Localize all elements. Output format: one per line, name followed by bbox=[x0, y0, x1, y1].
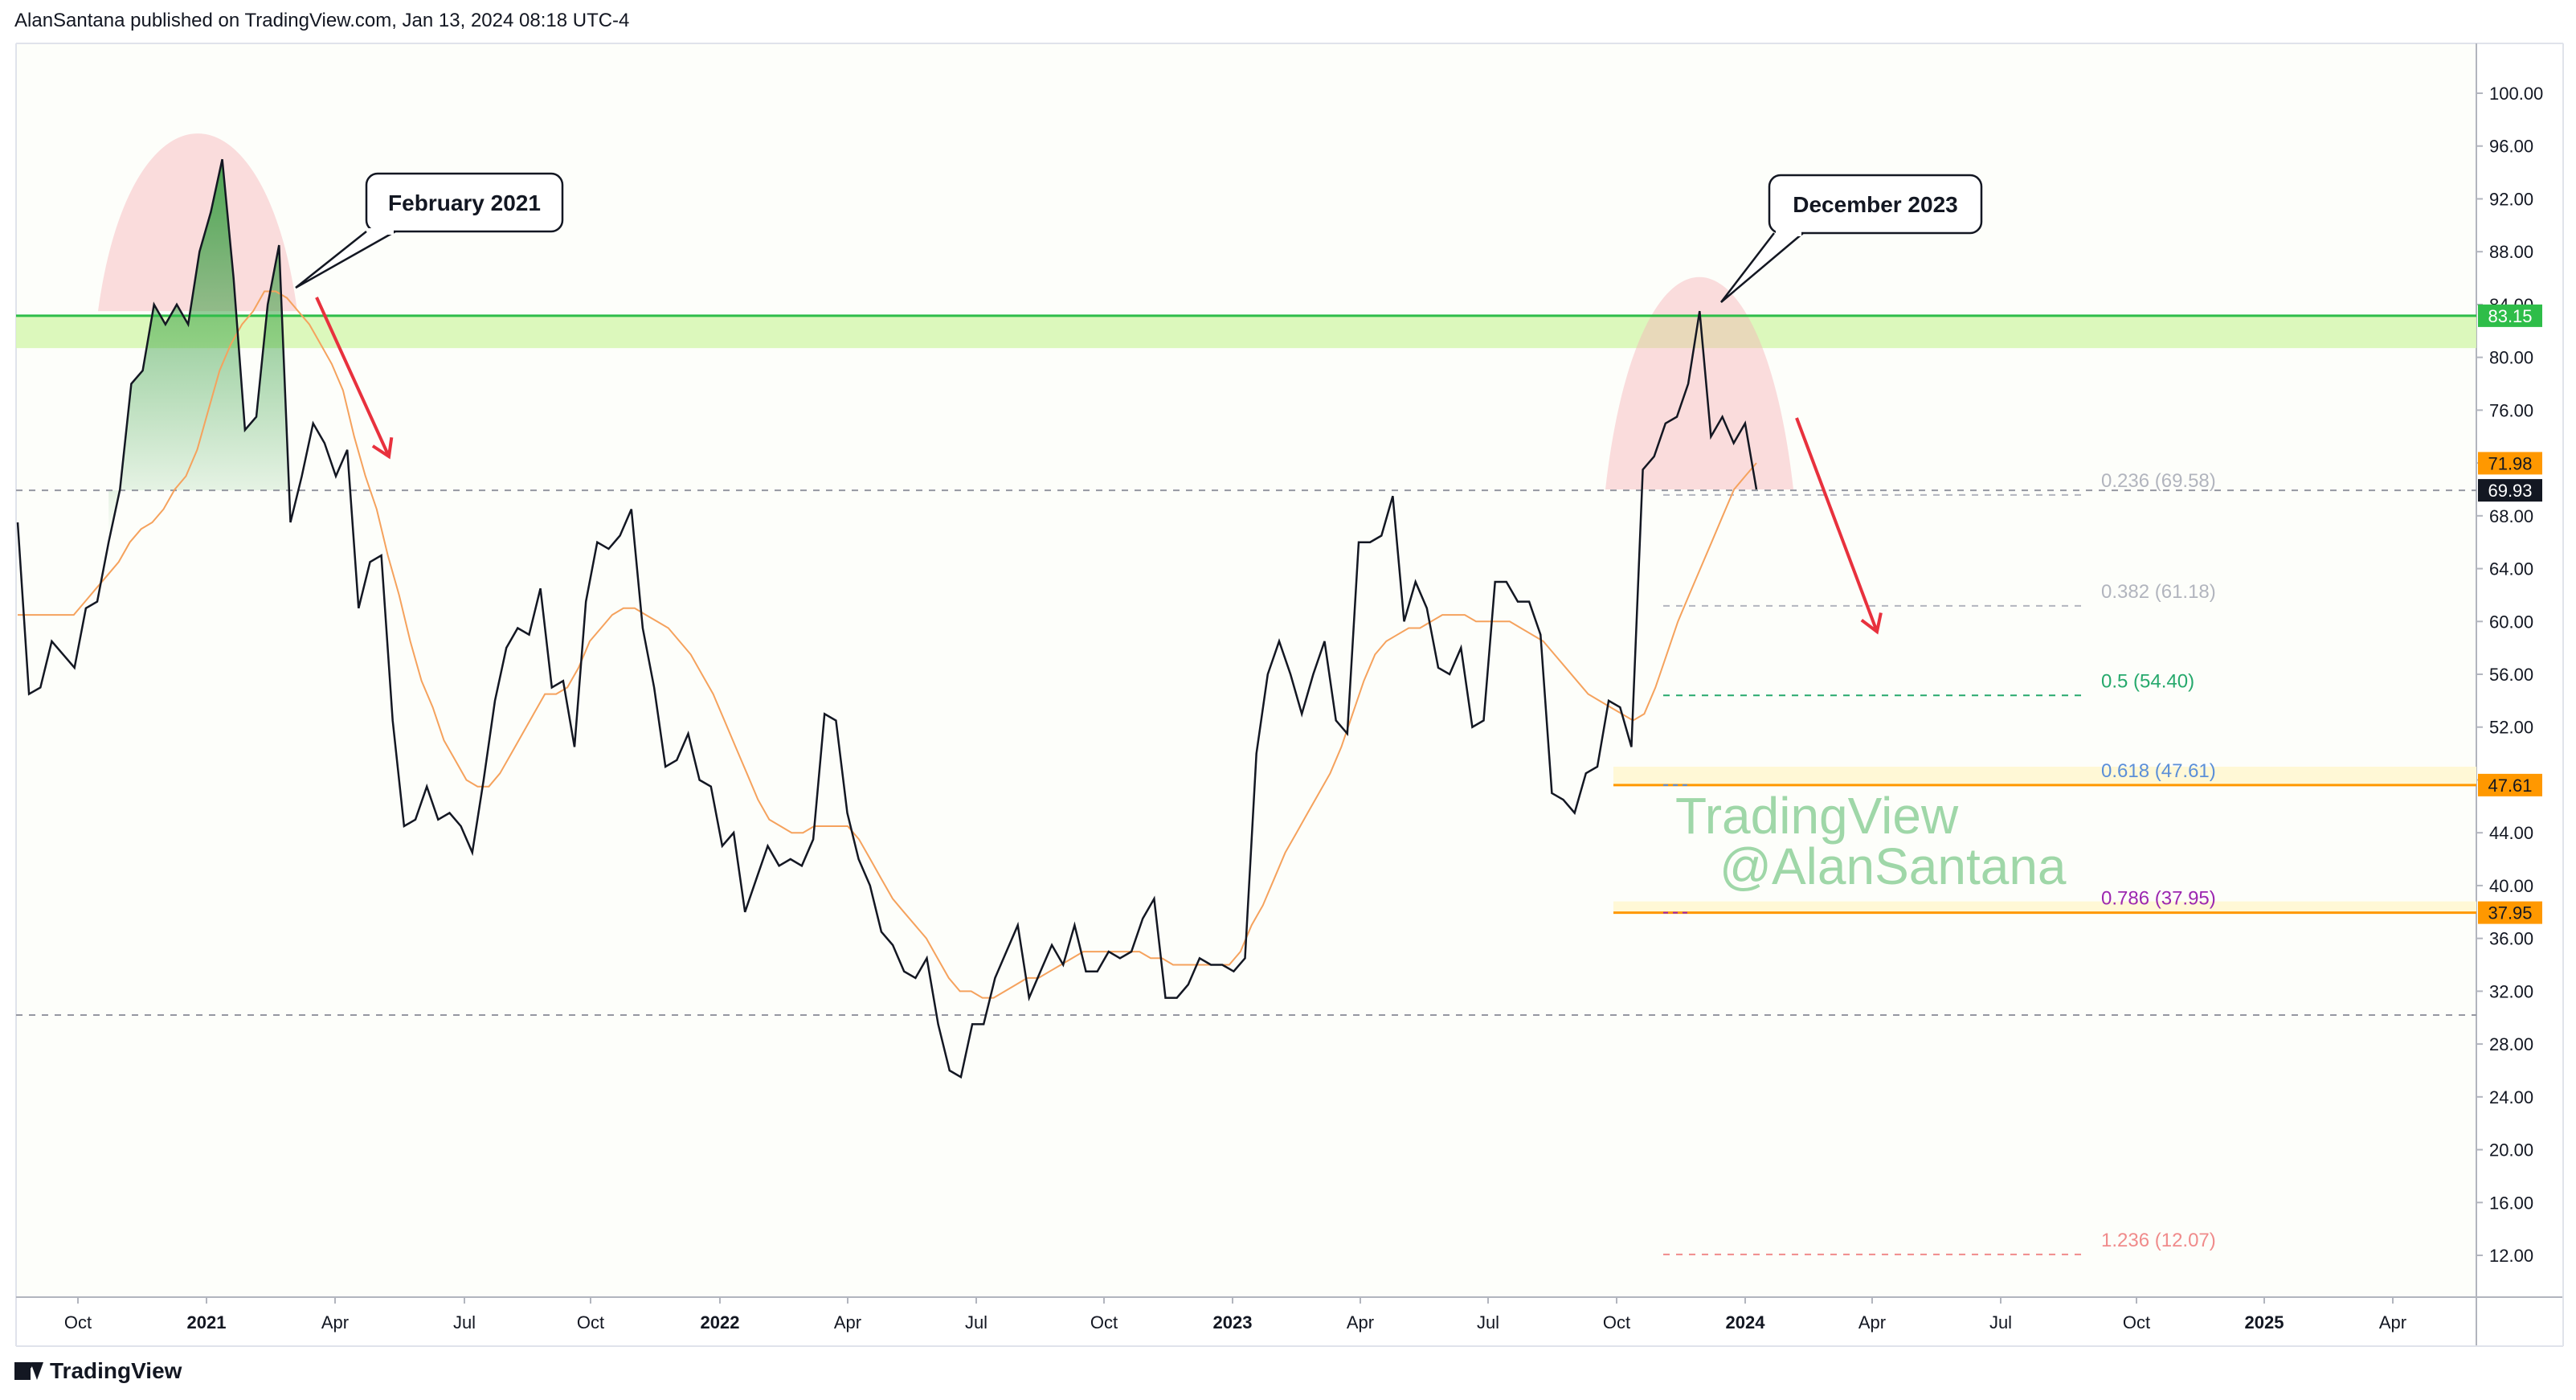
publisher-header: AlanSantana published on TradingView.com… bbox=[14, 10, 630, 31]
fib-label-0.236: 0.236 (69.58) bbox=[2101, 470, 2216, 492]
y-tick-label: 68.00 bbox=[2489, 506, 2533, 526]
price-label-37.95 bbox=[2478, 901, 2542, 924]
x-tick-label: 2022 bbox=[701, 1312, 740, 1332]
x-tick-label: Apr bbox=[1858, 1312, 1886, 1332]
y-tick-label: 16.00 bbox=[2489, 1193, 2533, 1213]
y-tick-label: 20.00 bbox=[2489, 1140, 2533, 1161]
fib-label-0.786: 0.786 (37.95) bbox=[2101, 888, 2216, 910]
price-label-text-37.95: 37.95 bbox=[2488, 903, 2532, 923]
fib-label-1.236: 1.236 (12.07) bbox=[2101, 1230, 2216, 1251]
x-tick-label: 2023 bbox=[1213, 1312, 1253, 1332]
y-tick-label: 88.00 bbox=[2489, 242, 2533, 262]
y-tick-label: 60.00 bbox=[2489, 612, 2533, 632]
x-tick-label: Jul bbox=[1989, 1312, 2012, 1332]
price-label-text-83.15: 83.15 bbox=[2488, 306, 2532, 326]
price-label-47.61 bbox=[2478, 773, 2542, 796]
x-tick-label: 2025 bbox=[2245, 1312, 2284, 1332]
y-axis: 12.00 16.00 20.00 24.00 28.00 32.00 36.00 40.00… bbox=[2476, 84, 2543, 1266]
x-tick-label: Oct bbox=[1090, 1312, 1118, 1332]
callout-dec-2023-text: December 2023 bbox=[1793, 192, 1957, 217]
fib-levels: 0.236 (69.58) 0.382 (61.18) 0.5 (54.40) 0.6… bbox=[1663, 470, 2216, 1255]
fib-zone-618 bbox=[1613, 767, 2476, 785]
x-tick-label: Jul bbox=[965, 1312, 987, 1332]
y-tick-label: 24.00 bbox=[2489, 1087, 2533, 1107]
fib-zone-786 bbox=[1613, 901, 2476, 913]
x-axis: Oct 2021 Apr Jul Oct 2022 Apr Jul Oct 2023 Apr Jul O… bbox=[64, 1297, 2406, 1332]
y-tick-label: 52.00 bbox=[2489, 718, 2533, 738]
x-tick-label: 2024 bbox=[1726, 1312, 1766, 1332]
x-tick-label: Oct bbox=[2123, 1312, 2150, 1332]
price-label-69.93 bbox=[2478, 479, 2542, 502]
plot-area[interactable] bbox=[16, 43, 2476, 1297]
x-tick-label: Jul bbox=[453, 1312, 476, 1332]
callout-dec-2023-box bbox=[1768, 174, 1983, 235]
tradingview-logo-icon bbox=[14, 1362, 43, 1380]
series-layer bbox=[16, 158, 1758, 1079]
arrow-feb-2021 bbox=[315, 297, 390, 457]
x-tick-label: Apr bbox=[321, 1312, 349, 1332]
price-labels: 83.15 71.98 69.93 47.61 37.95 bbox=[2478, 304, 2542, 924]
callout-dec-2023-mask bbox=[1776, 230, 1801, 236]
y-tick-label: 40.00 bbox=[2489, 876, 2533, 896]
fib-label-0.5: 0.5 (54.40) bbox=[2101, 670, 2194, 692]
x-tick-label: Jul bbox=[1477, 1312, 1499, 1332]
x-tick-label: Oct bbox=[577, 1312, 604, 1332]
x-tick-label: Apr bbox=[1347, 1312, 1374, 1332]
price-label-text-71.98: 71.98 bbox=[2488, 453, 2532, 473]
y-tick-label: 80.00 bbox=[2489, 348, 2533, 368]
y-tick-label: 44.00 bbox=[2489, 823, 2533, 843]
horizontal-lines bbox=[16, 314, 2476, 1016]
x-tick-label: Oct bbox=[1603, 1312, 1630, 1332]
fib-label-0.382: 0.382 (61.18) bbox=[2101, 581, 2216, 603]
moving-average-line bbox=[18, 290, 1757, 999]
tradingview-logo[interactable]: TradingView bbox=[14, 1358, 182, 1384]
price-label-83.15 bbox=[2478, 304, 2542, 327]
price-label-71.98 bbox=[2478, 452, 2542, 475]
x-tick-label: 2021 bbox=[187, 1312, 227, 1332]
y-tick-label: 28.00 bbox=[2489, 1034, 2533, 1054]
callout-dec-2023-pointer bbox=[1720, 232, 1804, 303]
y-tick-label: 32.00 bbox=[2489, 981, 2533, 1001]
watermark-line1: TradingView bbox=[1675, 787, 1959, 845]
watermark-line2: @AlanSantana bbox=[1719, 837, 2067, 895]
y-tick-label: 56.00 bbox=[2489, 665, 2533, 685]
callout-feb-2021-mask bbox=[368, 228, 394, 235]
arrows bbox=[315, 297, 1883, 635]
arrow-dec-2023 bbox=[1795, 417, 1879, 632]
x-tick-label: Apr bbox=[2379, 1312, 2406, 1332]
arrow-feb-2021-head bbox=[371, 436, 394, 460]
y-tick-label: 12.00 bbox=[2489, 1246, 2533, 1266]
price-line bbox=[16, 158, 1758, 1079]
callout-feb-2021-pointer bbox=[295, 230, 396, 289]
tradingview-logo-text: TradingView bbox=[50, 1358, 182, 1383]
x-tick-label: Apr bbox=[834, 1312, 861, 1332]
x-tick-label: Oct bbox=[64, 1312, 92, 1332]
callout-feb-2021-text: February 2021 bbox=[388, 190, 541, 215]
arrow-dec-2023-head bbox=[1860, 612, 1883, 635]
y-tick-label: 76.00 bbox=[2489, 400, 2533, 420]
resistance-band bbox=[16, 315, 2476, 349]
y-tick-label: 96.00 bbox=[2489, 137, 2533, 157]
dome-feb-2021 bbox=[98, 133, 297, 312]
price-label-text-47.61: 47.61 bbox=[2488, 776, 2532, 796]
y-tick-label: 92.00 bbox=[2489, 189, 2533, 209]
fib-label-0.618: 0.618 (47.61) bbox=[2101, 760, 2216, 782]
price-label-text-69.93: 69.93 bbox=[2488, 481, 2532, 501]
callouts: February 2021 December 2023 bbox=[295, 172, 1983, 303]
y-tick-label: 64.00 bbox=[2489, 559, 2533, 579]
y-tick-label: 36.00 bbox=[2489, 929, 2533, 949]
peak-fill bbox=[108, 159, 291, 542]
y-tick-label: 100.00 bbox=[2489, 84, 2543, 104]
callout-feb-2021-box bbox=[365, 172, 564, 233]
